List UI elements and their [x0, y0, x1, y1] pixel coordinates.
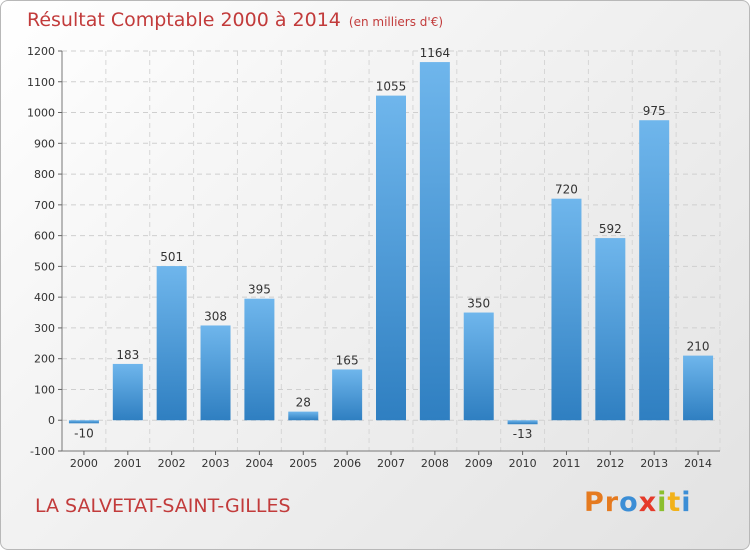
bar-value-label: 350 [467, 297, 490, 311]
y-tick-label: 800 [34, 168, 55, 181]
bar-value-label: 183 [116, 348, 139, 362]
bar [288, 411, 319, 421]
bar-value-label: 28 [296, 396, 311, 410]
bar-value-label: 210 [687, 340, 710, 354]
x-tick-label: 2002 [158, 457, 186, 470]
x-tick-label: 2005 [289, 457, 317, 470]
logo-letter: t [667, 487, 682, 518]
y-tick-label: 1200 [27, 45, 55, 58]
y-tick-label: 300 [34, 322, 55, 335]
x-tick-label: 2007 [377, 457, 405, 470]
bar [683, 355, 714, 421]
bar-value-label: 592 [599, 222, 622, 236]
logo-letter: r [604, 487, 620, 518]
x-tick-label: 2001 [114, 457, 142, 470]
logo-letter: P [584, 487, 605, 518]
x-tick-label: 2003 [202, 457, 230, 470]
bar-value-label: -13 [513, 427, 533, 441]
proxiti-logo: Proxiti [584, 487, 692, 518]
x-tick-label: 2009 [465, 457, 493, 470]
y-axis-ticks: -100 0 100 200 300 400 500 600 700 800 900 1000 1100… [27, 45, 62, 458]
bar [112, 363, 143, 421]
bar [551, 198, 582, 421]
bar [639, 120, 670, 421]
bar [463, 312, 494, 421]
x-tick-label: 2011 [552, 457, 580, 470]
x-tick-label: 2006 [333, 457, 361, 470]
y-tick-label: 0 [48, 414, 55, 427]
x-axis-ticks: 2000 2001 2002 2003 2004 2005 2006 2007 2008 2009… [70, 451, 712, 470]
bar [244, 298, 275, 421]
y-tick-label: 400 [34, 291, 55, 304]
bar [68, 420, 99, 424]
x-tick-label: 2004 [245, 457, 273, 470]
bar [332, 369, 363, 421]
chart-title: Résultat Comptable 2000 à 2014 (en millie… [27, 9, 443, 31]
bar-value-label: 501 [160, 250, 183, 264]
logo-letter: o [619, 487, 639, 518]
bar [507, 420, 538, 425]
bar-value-label: 720 [555, 183, 578, 197]
chart-title-text: Résultat Comptable 2000 à 2014 [27, 9, 341, 31]
bars [68, 62, 714, 425]
x-tick-label: 2012 [596, 457, 624, 470]
value-labels: -10 183 501 308 395 28 165 1055 1164 350 -13 720 592… [74, 46, 709, 441]
bar [156, 266, 187, 421]
y-tick-label: 900 [34, 137, 55, 150]
logo-letter: x [638, 487, 658, 518]
y-tick-label: 700 [34, 199, 55, 212]
y-tick-label: 1100 [27, 76, 55, 89]
commune-name: LA SALVETAT-SAINT-GILLES [35, 495, 291, 517]
chart-units: (en milliers d'€) [348, 15, 444, 29]
x-tick-label: 2008 [421, 457, 449, 470]
x-tick-label: 2013 [640, 457, 668, 470]
bar-value-label: -10 [74, 426, 94, 440]
logo-letter: i [681, 487, 692, 518]
bar-value-label: 1164 [420, 46, 451, 60]
bar-value-label: 165 [336, 353, 359, 367]
logo-letter: i [657, 487, 668, 518]
bar-value-label: 975 [643, 104, 666, 118]
x-tick-label: 2010 [509, 457, 537, 470]
bar-value-label: 395 [248, 283, 271, 297]
y-tick-label: 1000 [27, 107, 55, 120]
y-tick-label: 600 [34, 230, 55, 243]
y-tick-label: 500 [34, 260, 55, 273]
bar [595, 238, 626, 421]
bar [376, 95, 406, 421]
bar [200, 325, 231, 421]
bar-value-label: 1055 [376, 80, 407, 94]
y-tick-label: 200 [34, 353, 55, 366]
x-tick-label: 2014 [684, 457, 712, 470]
bar [419, 62, 450, 421]
y-tick-label: 100 [34, 383, 55, 396]
y-tick-label: -100 [30, 445, 55, 458]
x-tick-label: 2000 [70, 457, 98, 470]
bar-value-label: 308 [204, 309, 227, 323]
